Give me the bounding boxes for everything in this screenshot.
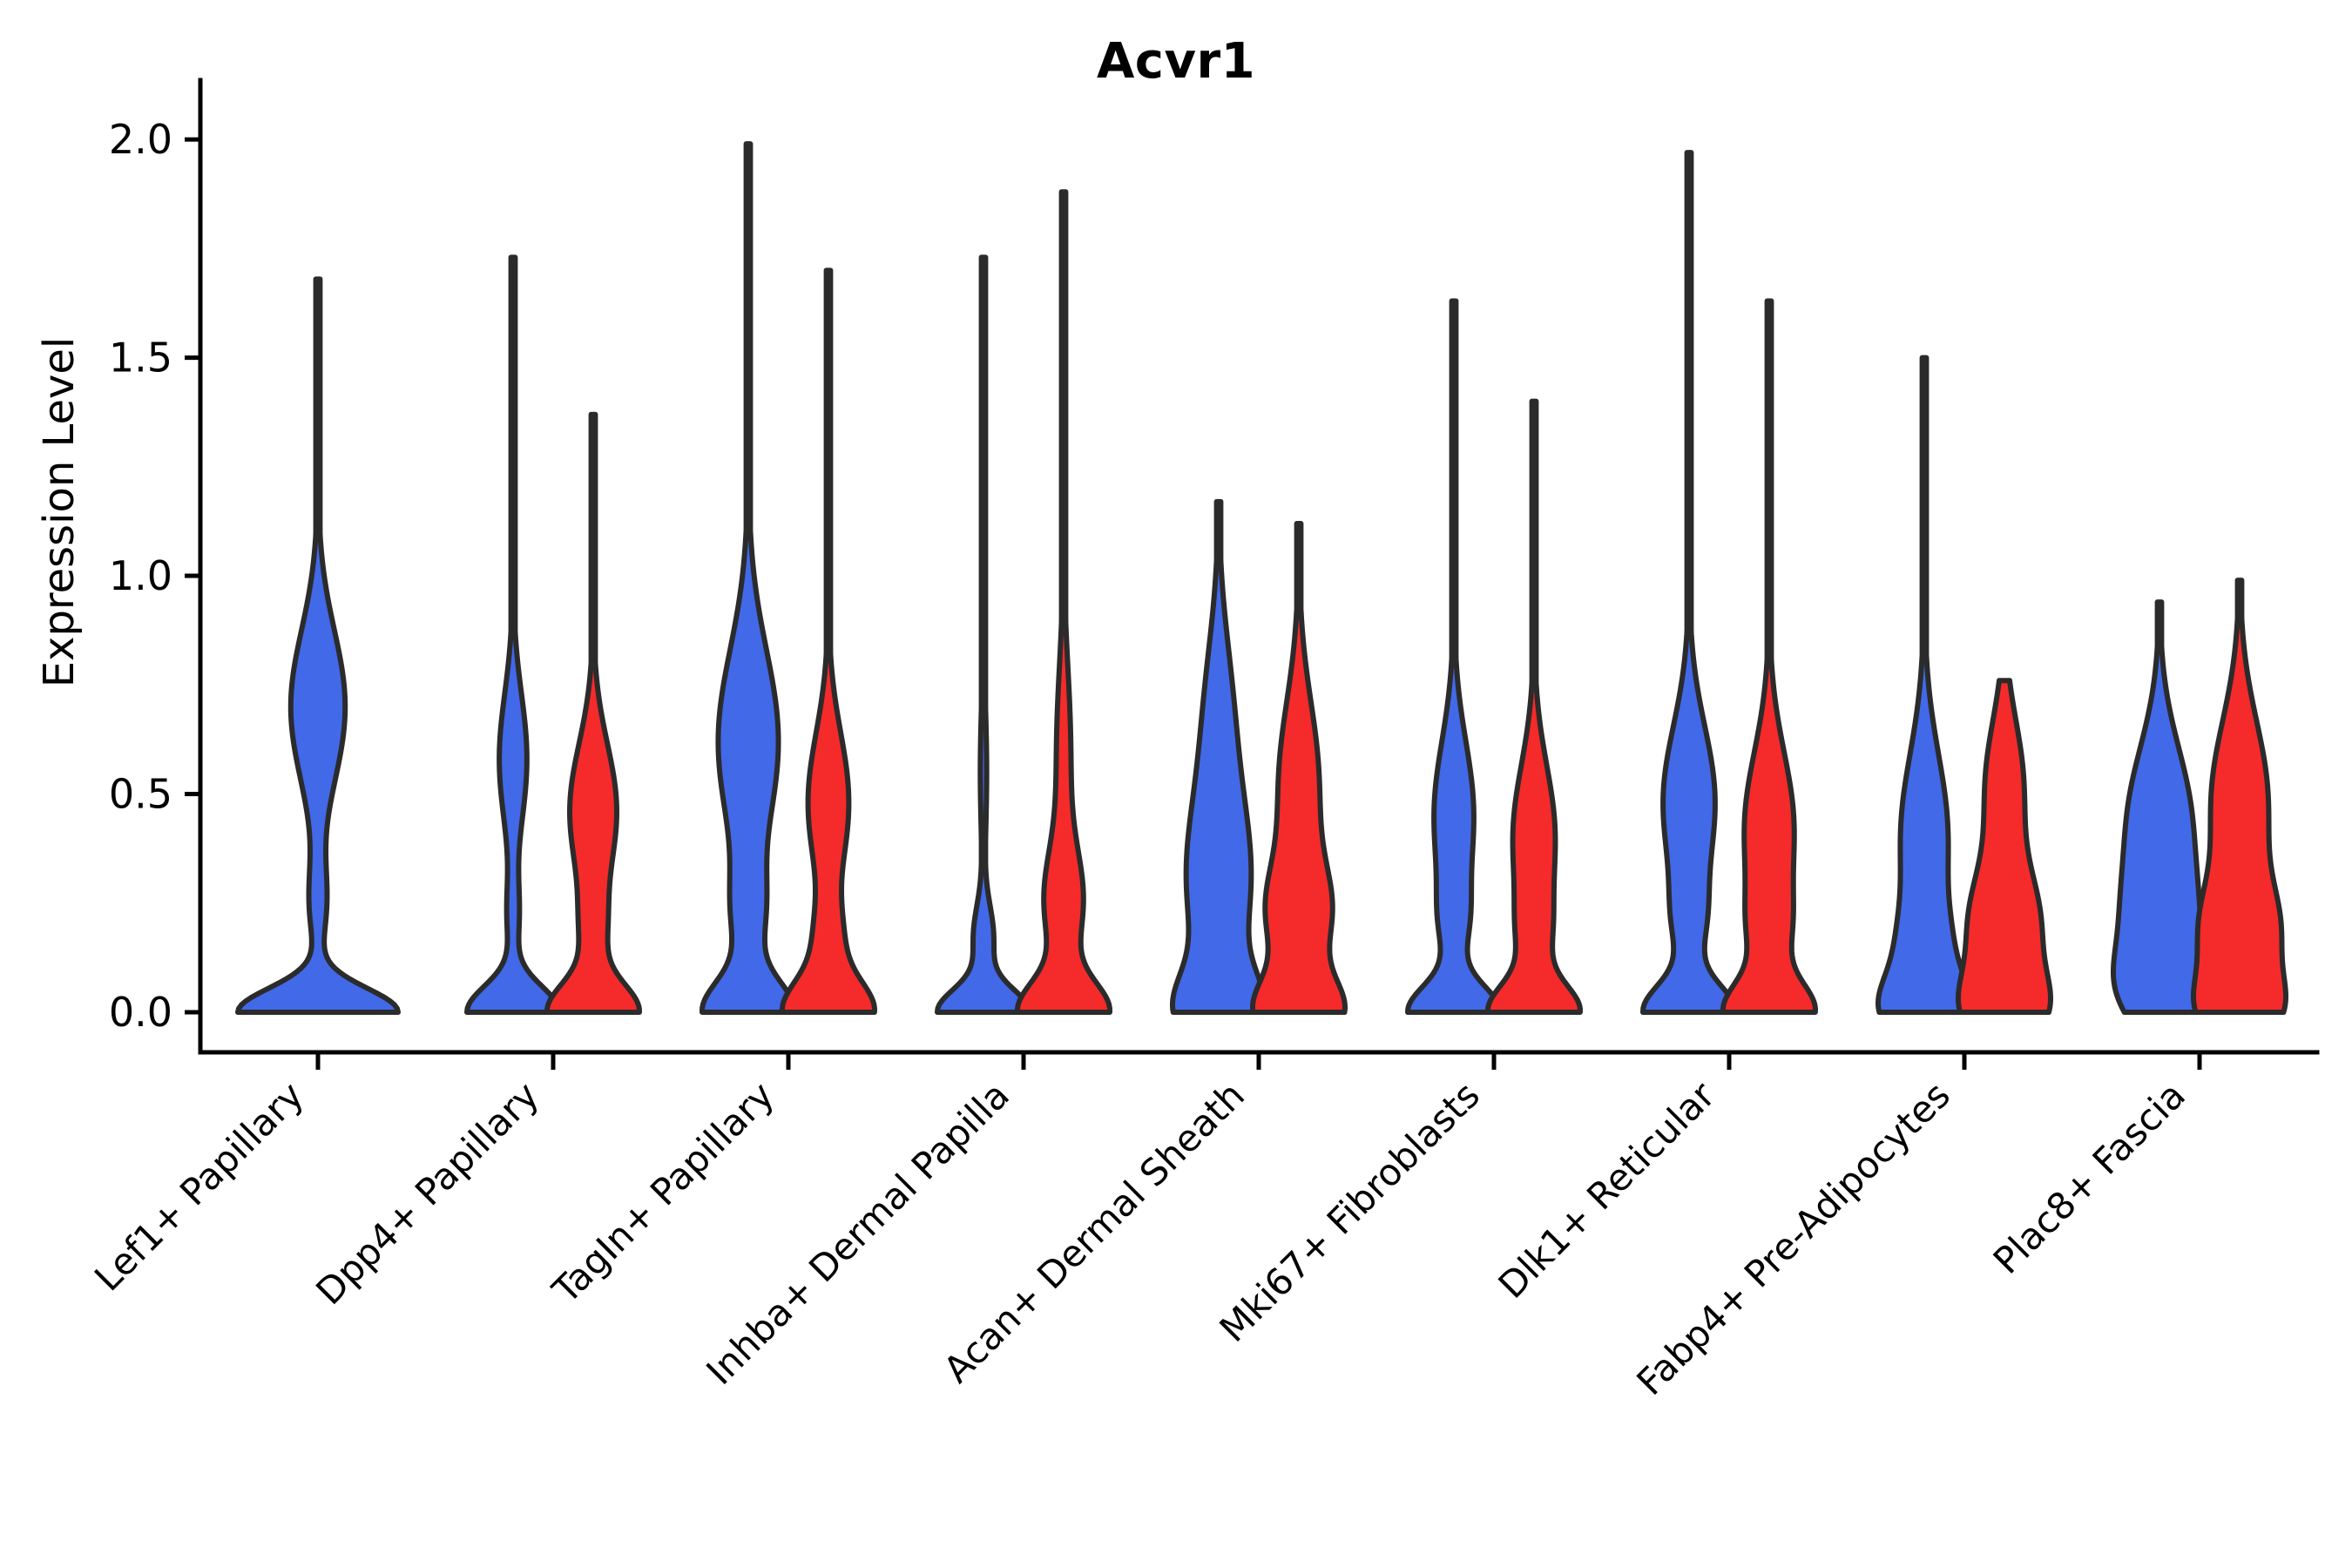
y-tick-label: 0.0: [109, 989, 172, 1036]
x-tick-label: Lef1+ Papillary: [86, 1073, 312, 1299]
violins-layer: [235, 141, 2288, 1015]
violin-shape: [700, 141, 797, 1015]
x-tick-label: Mki67+ Fibroblasts: [1212, 1073, 1488, 1349]
violin-shape: [2111, 599, 2208, 1015]
violin-shape: [1485, 398, 1583, 1015]
violin-shape: [1720, 298, 1818, 1015]
y-tick-label: 0.5: [109, 771, 172, 818]
x-tick-label: Dpp4+ Papillary: [308, 1073, 547, 1313]
violin-shape: [1015, 189, 1112, 1015]
violin-shape: [780, 267, 877, 1015]
violin-shape: [235, 276, 401, 1015]
violin-shape: [1876, 355, 1973, 1015]
axes-layer: [185, 78, 2320, 1070]
violin-shape: [464, 254, 562, 1015]
x-tick-label: TagIn+ Papillary: [544, 1073, 782, 1312]
x-tick-label: Dlk1+ Reticular: [1490, 1073, 1724, 1307]
violin-shape: [544, 411, 642, 1015]
y-tick-label: 1.5: [109, 335, 172, 382]
violin-shape: [1405, 298, 1503, 1015]
violin-shape: [1170, 498, 1267, 1015]
y-tick-label: 1.0: [109, 552, 172, 599]
violin-shape: [2191, 578, 2288, 1015]
y-tick-label: 2.0: [109, 116, 172, 163]
y-tick-labels: 0.0 0.5 1.0 1.5 2.0: [109, 116, 172, 1036]
x-tick-label: Plac8+ Fascia: [1985, 1073, 2193, 1281]
page-title: Acvr1: [1096, 33, 1256, 90]
violin-shape: [1250, 520, 1348, 1015]
violin-shape: [1640, 150, 1738, 1015]
violin-shape: [935, 254, 1032, 1015]
violin-shape: [1956, 678, 2053, 1015]
